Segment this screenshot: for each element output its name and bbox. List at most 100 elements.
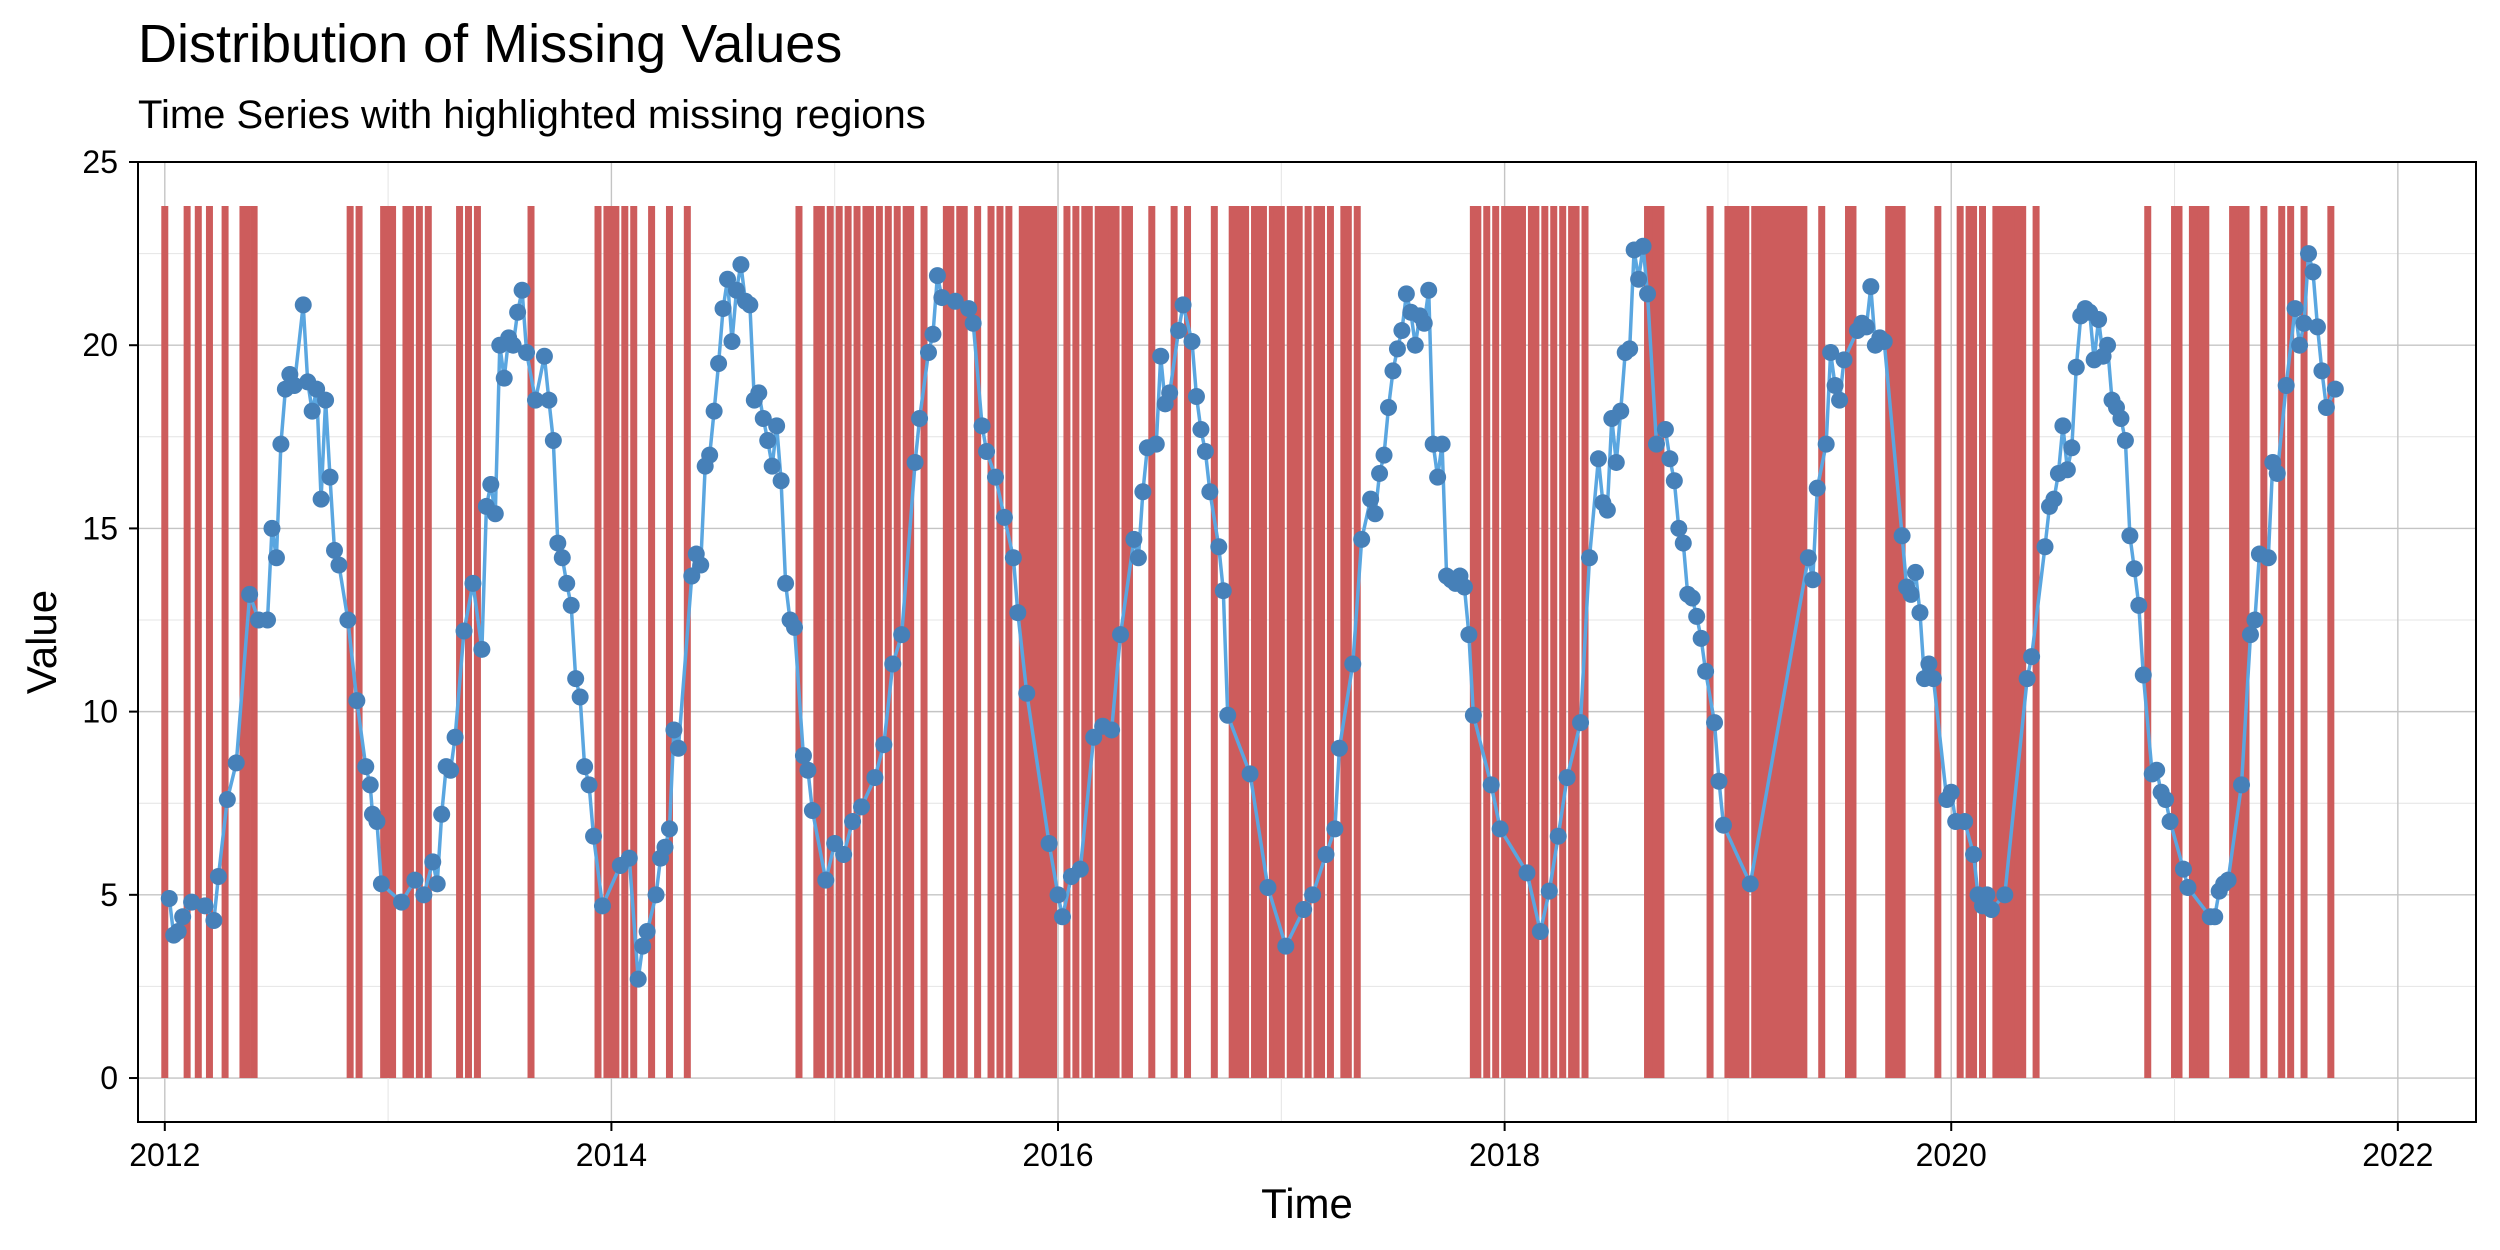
data-point	[1831, 391, 1849, 409]
data-point	[2099, 336, 2117, 354]
data-point	[1004, 549, 1022, 567]
data-point	[924, 325, 942, 343]
data-point	[1353, 530, 1371, 548]
data-point	[2157, 791, 2175, 809]
data-point	[1956, 813, 1974, 831]
data-point	[2090, 311, 2108, 329]
data-point	[2241, 626, 2259, 644]
data-point	[669, 739, 687, 757]
data-point	[1192, 420, 1210, 438]
data-point	[272, 435, 290, 453]
data-point	[647, 886, 665, 904]
data-point	[995, 508, 1013, 526]
plot-border	[137, 161, 2477, 1123]
data-point	[2148, 761, 2166, 779]
data-point	[415, 886, 433, 904]
data-point	[638, 922, 656, 940]
data-point	[544, 431, 562, 449]
data-point	[455, 622, 473, 640]
data-point	[1580, 549, 1598, 567]
data-point	[1683, 589, 1701, 607]
data-point	[701, 446, 719, 464]
data-point	[2023, 648, 2041, 666]
data-point	[1706, 714, 1724, 732]
data-point	[1295, 900, 1313, 918]
data-point	[866, 769, 884, 787]
data-point	[1558, 769, 1576, 787]
data-point	[2121, 527, 2139, 545]
data-point	[1965, 846, 1983, 864]
data-point	[392, 893, 410, 911]
data-point	[160, 889, 178, 907]
data-point	[1214, 582, 1232, 600]
data-point	[486, 505, 504, 523]
data-point	[267, 549, 285, 567]
data-point	[518, 344, 536, 362]
data-point	[768, 417, 786, 435]
data-point	[424, 853, 442, 871]
data-point	[357, 758, 375, 776]
data-point	[1978, 886, 1996, 904]
data-point	[1362, 490, 1380, 508]
data-point	[1531, 922, 1549, 940]
data-point	[2174, 860, 2192, 878]
data-point	[2206, 908, 2224, 926]
data-point	[495, 369, 513, 387]
y-axis-title: Value	[18, 590, 65, 694]
data-point	[741, 296, 759, 314]
data-point	[1598, 501, 1616, 519]
data-point	[406, 871, 424, 889]
data-point	[1040, 835, 1058, 853]
data-point	[1455, 578, 1473, 596]
data-point	[2045, 490, 2063, 508]
data-point	[473, 640, 491, 658]
data-point	[1170, 322, 1188, 340]
data-point	[2179, 878, 2197, 896]
data-point	[535, 347, 553, 365]
data-point	[227, 754, 245, 772]
data-point	[1893, 527, 1911, 545]
data-point	[629, 970, 647, 988]
x-axis-title: Time	[1261, 1180, 1353, 1227]
data-point	[1589, 450, 1607, 468]
data-point	[2313, 362, 2331, 380]
data-point	[946, 292, 964, 310]
data-point	[1103, 721, 1121, 739]
data-point	[1009, 604, 1027, 622]
data-point	[1053, 908, 1071, 926]
data-point	[571, 688, 589, 706]
y-tick-label: 0	[100, 1060, 118, 1096]
data-point	[853, 798, 871, 816]
data-point	[1799, 549, 1817, 567]
data-point	[294, 296, 312, 314]
data-point	[1924, 670, 1942, 688]
data-point	[803, 802, 821, 820]
data-point	[2286, 300, 2304, 318]
data-point	[303, 402, 321, 420]
data-point	[1380, 398, 1398, 416]
data-point	[978, 442, 996, 460]
data-point	[580, 776, 598, 794]
data-point	[209, 868, 227, 886]
data-point	[1187, 388, 1205, 406]
data-point	[1304, 886, 1322, 904]
data-point	[1665, 472, 1683, 490]
x-tick-label: 2020	[1916, 1137, 1987, 1173]
data-point	[634, 937, 652, 955]
data-point	[2295, 314, 2313, 332]
data-point	[1639, 285, 1657, 303]
y-tick-label: 10	[82, 694, 118, 730]
data-point	[218, 791, 236, 809]
data-point	[1397, 285, 1415, 303]
data-point	[844, 813, 862, 831]
data-point	[2300, 245, 2318, 263]
data-point	[835, 846, 853, 864]
x-tick-label: 2022	[2362, 1137, 2433, 1173]
data-point	[372, 875, 390, 893]
data-point	[174, 908, 192, 926]
data-point	[263, 519, 281, 537]
data-point	[1862, 278, 1880, 296]
data-point	[759, 431, 777, 449]
data-point	[777, 574, 795, 592]
data-point	[1152, 347, 1170, 365]
